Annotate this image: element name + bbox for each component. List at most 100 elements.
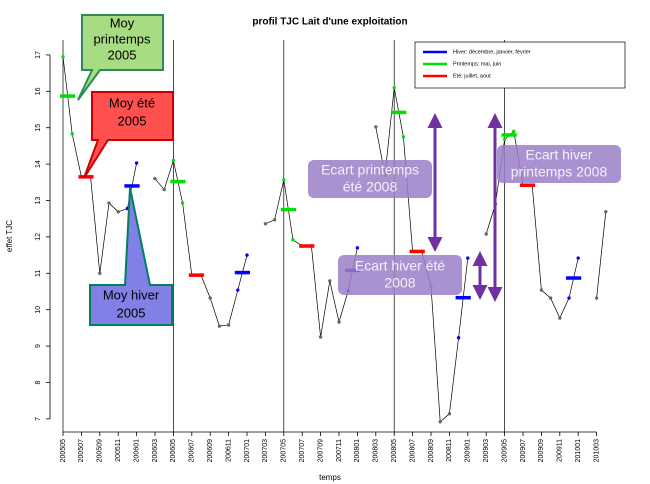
y-tick-label: 17 (35, 51, 42, 59)
x-tick-label: 200705 (281, 439, 288, 462)
data-point (401, 135, 406, 139)
data-point (217, 324, 222, 328)
x-tick-label: 200509 (97, 439, 104, 462)
annotation-text: 2005 (108, 47, 137, 62)
annotation-text: printemps 2008 (511, 164, 608, 180)
y-tick-label: 11 (35, 270, 42, 277)
data-point (153, 176, 157, 181)
chart-title: profil TJC Lait d'une exploitation (252, 17, 407, 28)
annotation-text: 2005 (118, 113, 147, 128)
data-point (171, 158, 176, 163)
annotation-text: printemps (93, 31, 151, 46)
data-point (420, 249, 424, 254)
x-tick-label: 200607 (189, 439, 196, 462)
x-axis-label: temps (319, 473, 341, 482)
x-tick-label: 200905 (501, 439, 508, 462)
x-tick-label: 200811 (446, 439, 453, 462)
data-point (199, 273, 203, 277)
data-point (134, 161, 139, 165)
data-point (502, 137, 507, 142)
legend-box (414, 41, 626, 89)
annotation-text: 2008 (384, 275, 415, 291)
x-tick-label: 200703 (262, 439, 269, 462)
data-point (208, 296, 212, 300)
data-line (62, 56, 137, 274)
data-point (594, 296, 599, 300)
x-tick-label: 200711 (336, 439, 343, 462)
data-point (318, 335, 323, 339)
data-point (226, 323, 231, 327)
annotation-text: Ecart hiver (526, 147, 593, 163)
data-point (548, 296, 553, 300)
x-tick-label: 200611 (225, 439, 232, 462)
data-point (291, 238, 295, 242)
annotation-text: Moy (110, 15, 135, 30)
data-point (447, 412, 452, 416)
data-point (337, 320, 341, 324)
data-point (604, 210, 608, 214)
annotation-text: Ecart printemps (321, 162, 419, 178)
x-tick-label: 201003 (593, 439, 600, 462)
annotation-text: 2005 (117, 305, 146, 320)
data-point (438, 420, 442, 424)
x-tick-label: 200709 (317, 439, 324, 462)
data-point (410, 249, 415, 254)
x-tick-label: 200805 (391, 439, 398, 462)
x-tick-label: 200809 (428, 439, 435, 462)
annotation-text: été 2008 (343, 179, 398, 195)
callout (83, 91, 174, 179)
x-tick-label: 200909 (538, 439, 545, 462)
callout (77, 14, 164, 101)
y-tick-label: 10 (35, 306, 42, 314)
x-tick-label: 201001 (575, 439, 582, 462)
annotations: Moy printemps 2005 Moy été 2005 Moy hive… (77, 14, 621, 326)
x-tick-label: 200605 (170, 439, 177, 462)
data-point (116, 210, 120, 214)
x-tick-label: 200907 (520, 439, 527, 462)
x-tick-label: 200507 (78, 439, 85, 462)
x-tick-label: 200609 (207, 439, 214, 462)
data-point (88, 175, 93, 179)
data-point (309, 244, 314, 248)
data-point (355, 246, 360, 250)
data-point (392, 85, 396, 90)
annotation-text: Moy été (109, 95, 155, 110)
data-line (596, 211, 607, 299)
legend-label: Hiver: décembre, janvier, février (453, 49, 531, 55)
data-point (567, 296, 571, 300)
data-point (539, 288, 544, 292)
legend: Hiver: décembre, janvier, février Printem… (414, 41, 626, 89)
data-point (456, 336, 461, 340)
data-point (558, 316, 562, 320)
data-point (512, 129, 516, 134)
x-tick-label: 200801 (354, 439, 361, 462)
legend-label: Printemps: mai, juin (453, 61, 501, 67)
x-tick-label: 200505 (60, 439, 67, 462)
x-tick-label: 200901 (465, 439, 472, 462)
data-point (263, 222, 268, 226)
data-point (180, 201, 185, 205)
x-tick-label: 200701 (244, 439, 251, 462)
data-point (328, 279, 332, 283)
annotation-text: Moy hiver (103, 287, 160, 302)
callout (89, 187, 173, 326)
y-tick-label: 12 (35, 233, 42, 241)
data-point (107, 201, 111, 205)
data-point (576, 256, 580, 260)
y-tick-label: 9 (35, 344, 42, 348)
y-tick-label: 13 (35, 197, 42, 205)
callout (338, 255, 462, 295)
data-line (375, 87, 469, 423)
data-point (300, 244, 304, 248)
x-tick-label: 200707 (299, 439, 306, 462)
callout (308, 160, 432, 198)
data-point (374, 125, 378, 129)
data-point (484, 232, 488, 236)
data-point (245, 253, 249, 257)
plot-area: 7 8 9 10 11 12 13 14 15 16 17 200505 200507 200509 200… (35, 40, 626, 462)
y-tick-label: 8 (35, 380, 42, 384)
data-point (61, 55, 65, 59)
data-point (282, 178, 286, 182)
y-tick-label: 14 (35, 160, 42, 168)
